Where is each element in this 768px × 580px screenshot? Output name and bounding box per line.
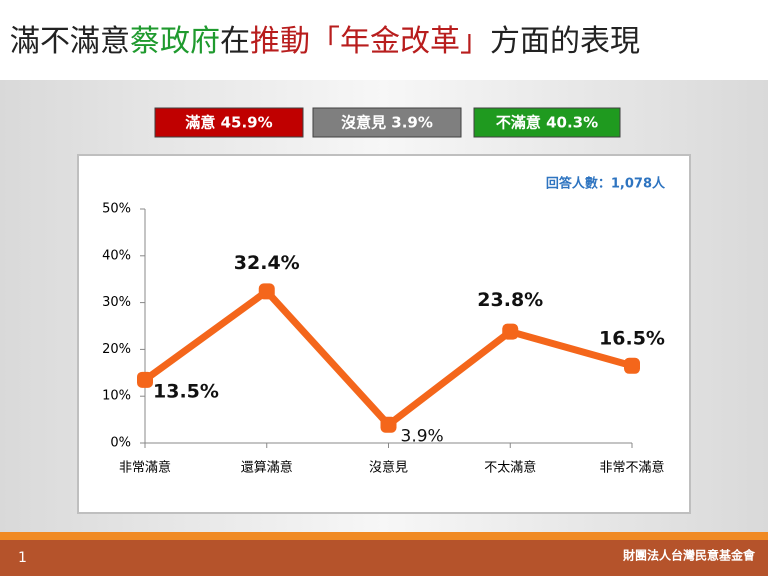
x-tick-label: 沒意見 bbox=[369, 460, 408, 476]
title-part: 在 bbox=[220, 24, 250, 59]
annotation: 回答人數：1,078人 bbox=[546, 176, 666, 192]
slide-title: 滿不滿意蔡政府在推動「年金改革」方面的表現 bbox=[10, 24, 640, 59]
summary-box bbox=[312, 107, 462, 138]
title-band bbox=[0, 0, 768, 80]
title-part: 推動「年金改革」 bbox=[250, 24, 490, 59]
y-tick-label: 40% bbox=[102, 248, 131, 263]
x-tick-label: 非常滿意 bbox=[119, 460, 171, 476]
y-tick-label: 20% bbox=[102, 342, 131, 357]
y-tick-label: 0% bbox=[110, 436, 131, 451]
value-label: 23.8% bbox=[477, 289, 543, 311]
y-tick-label: 50% bbox=[102, 202, 131, 217]
footer-stripe bbox=[0, 532, 768, 540]
x-tick-label: 還算滿意 bbox=[241, 460, 293, 476]
footer-bar bbox=[0, 540, 768, 576]
summary-box bbox=[154, 107, 304, 138]
title-part: 方面的表現 bbox=[490, 24, 640, 59]
x-tick-label: 不太滿意 bbox=[484, 460, 536, 476]
page-number: 1 bbox=[18, 550, 27, 566]
marker bbox=[624, 357, 640, 374]
summary-label: 沒意見 3.9% bbox=[341, 114, 433, 132]
y-tick-label: 30% bbox=[102, 295, 131, 310]
marker bbox=[258, 283, 275, 300]
value-label: 13.5% bbox=[153, 380, 219, 402]
summary-label: 滿意 45.9% bbox=[185, 114, 272, 132]
marker bbox=[502, 323, 519, 340]
summary-box bbox=[473, 107, 621, 138]
y-tick-label: 10% bbox=[102, 389, 131, 404]
marker bbox=[380, 416, 397, 433]
value-label: 16.5% bbox=[599, 327, 665, 349]
value-label: 3.9% bbox=[401, 427, 444, 447]
title-part: 蔡政府 bbox=[130, 24, 220, 59]
marker bbox=[137, 371, 153, 388]
value-label: 32.4% bbox=[234, 252, 300, 274]
footer-text: 財團法人台灣民意基金會 bbox=[622, 548, 756, 563]
x-tick-label: 非常不滿意 bbox=[599, 460, 664, 476]
title-part: 滿不滿意 bbox=[10, 24, 130, 59]
chart-frame bbox=[77, 154, 691, 514]
summary-label: 不滿意 40.3% bbox=[496, 114, 598, 132]
